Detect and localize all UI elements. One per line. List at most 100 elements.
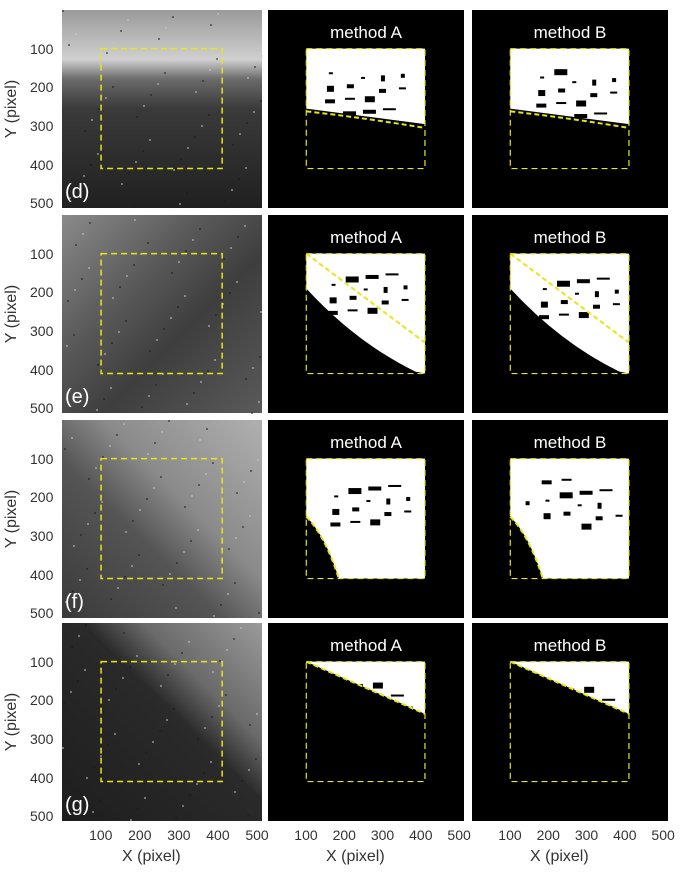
mask-noise (350, 520, 361, 523)
y-tick-label: 200 (30, 79, 54, 96)
mask-noise (398, 87, 406, 90)
mask-noise (526, 724, 534, 727)
speckle (165, 27, 167, 29)
speckle (103, 398, 105, 400)
speckle (133, 264, 135, 266)
mask-noise (580, 713, 585, 716)
speckle (221, 348, 223, 350)
speckle (220, 604, 222, 606)
mask-noise (598, 725, 606, 730)
x-tick-label: 400 (206, 827, 230, 843)
speckle (247, 814, 249, 816)
speckle (159, 730, 161, 732)
speckle (163, 328, 165, 330)
mask-noise (578, 312, 589, 319)
mask-noise (362, 109, 376, 114)
sar-image-d (62, 10, 262, 208)
speckle (123, 632, 125, 634)
speckle (189, 794, 191, 796)
speckle (253, 111, 255, 113)
speckle (96, 409, 98, 411)
speckle (73, 545, 75, 547)
speckle (124, 576, 126, 578)
roi-box-f (100, 457, 223, 580)
mask-noise (366, 500, 371, 503)
mask-noise (348, 488, 362, 495)
speckle (210, 24, 212, 26)
speckle (129, 666, 131, 668)
speckle (116, 434, 118, 436)
speckle (85, 624, 87, 626)
mask-noise (388, 708, 393, 715)
speckle (100, 755, 102, 757)
mask-noise (615, 514, 623, 517)
speckle (62, 10, 64, 12)
mask-noise (579, 490, 593, 495)
y-axis-label: Y (pixel) (3, 692, 21, 752)
speckle (232, 144, 234, 146)
mask-noise (558, 88, 566, 93)
speckle (97, 153, 99, 155)
speckle (88, 267, 90, 269)
speckle (119, 286, 121, 288)
speckle (172, 16, 174, 18)
mask-noise (536, 103, 547, 108)
speckle (112, 86, 114, 88)
panel-title: method A (330, 636, 402, 655)
speckle (257, 459, 259, 461)
speckle (90, 164, 92, 166)
speckle (130, 819, 132, 821)
x-tick-label: 300 (370, 827, 395, 843)
speckle (160, 685, 162, 687)
speckle (138, 554, 140, 556)
speckle (148, 395, 150, 397)
speckle (80, 534, 82, 536)
speckle (205, 473, 207, 475)
speckle (162, 584, 164, 586)
speckle (219, 660, 221, 662)
speckle (251, 412, 253, 414)
row-tag: (g) (65, 794, 89, 816)
mask-noise (574, 292, 579, 295)
speckle (110, 387, 112, 389)
speckle (169, 573, 171, 575)
speckle (247, 77, 249, 79)
boundary-line (510, 110, 630, 129)
panel-title: method A (330, 433, 402, 452)
y-tick-label: 200 (30, 692, 54, 709)
speckle (176, 562, 178, 564)
speckle (111, 342, 113, 344)
mask-noise (528, 710, 533, 715)
speckle (254, 66, 256, 68)
speckle (258, 401, 260, 403)
mask-noise (334, 718, 342, 725)
speckle (208, 325, 210, 327)
speckle (181, 652, 183, 654)
mask-noise (566, 721, 574, 726)
mask-noise (382, 108, 396, 111)
y-tick-label: 100 (30, 40, 54, 57)
mask-noise (372, 682, 383, 689)
speckle (114, 733, 116, 735)
row-tag: (d) (65, 181, 89, 203)
y-tick-label: 500 (30, 195, 54, 212)
y-tick-label: 200 (30, 284, 54, 301)
speckle (196, 783, 198, 785)
sar-image-g (62, 623, 262, 821)
speckle (69, 197, 71, 199)
mask-noise (538, 90, 546, 97)
boundary-line (305, 660, 426, 715)
mask-noise (544, 689, 555, 694)
speckle (128, 172, 130, 174)
mask-noise (406, 496, 411, 501)
speckle (101, 501, 103, 503)
panel-title: method B (534, 636, 607, 655)
speckle (212, 671, 214, 673)
y-tick-label: 200 (30, 489, 54, 506)
mask-noise (329, 297, 337, 304)
mask-noise (383, 286, 388, 293)
x-tick-label: 500 (651, 827, 675, 843)
speckle (115, 688, 117, 690)
speckle (177, 306, 179, 308)
speckle (66, 345, 68, 347)
